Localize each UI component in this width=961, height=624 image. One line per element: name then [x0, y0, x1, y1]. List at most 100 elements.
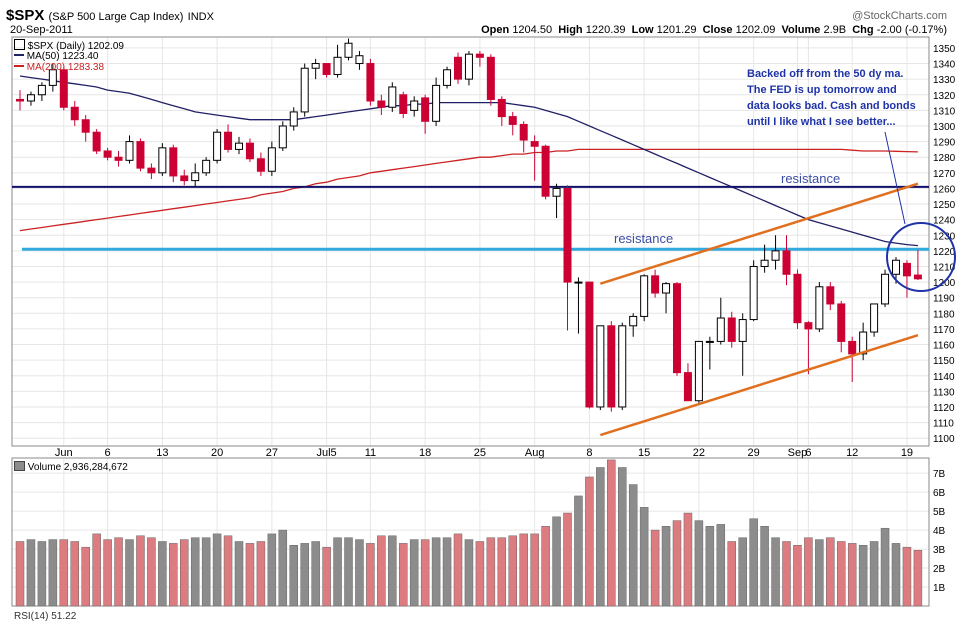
- candle-body: [355, 55, 364, 65]
- ma200-line: [19, 148, 918, 232]
- volume-bar: [377, 535, 386, 607]
- date-tick-label: 12: [846, 447, 858, 459]
- volume-bar: [366, 543, 375, 607]
- candle-body: [224, 131, 233, 150]
- price-tick-label: 1100: [933, 434, 955, 445]
- date-tick-label: 6: [105, 447, 111, 459]
- candle-body: [683, 372, 692, 402]
- volume-bar: [420, 539, 430, 607]
- candle-body: [618, 325, 627, 408]
- candle-body: [377, 100, 386, 108]
- candle-body: [191, 172, 200, 182]
- candle-body: [202, 159, 211, 174]
- date-tick-label: 18: [419, 447, 431, 459]
- price-tick-label: 1240: [933, 216, 956, 227]
- candle-body: [749, 265, 758, 321]
- ma50-legend-icon: [14, 54, 24, 56]
- price-tick-label: 1330: [933, 75, 956, 86]
- resistance-label-upper: resistance: [781, 171, 841, 186]
- volume-bar: [727, 541, 736, 607]
- candle-body: [158, 147, 167, 174]
- volume-bar: [541, 526, 550, 607]
- candle-body: [454, 56, 462, 80]
- resistance-label-lower: resistance: [614, 231, 674, 246]
- volume-bar: [180, 539, 189, 607]
- ma50-path: [19, 75, 918, 247]
- candle-body: [399, 94, 408, 114]
- candle-body: [892, 259, 900, 275]
- candle-body: [59, 69, 68, 108]
- volume-axis-ticks: 1B 2B 3B 4B 5B 6B 7B: [933, 469, 946, 594]
- volume-bar: [399, 543, 408, 607]
- volume-bar: [650, 529, 660, 607]
- volume-bar: [847, 543, 857, 607]
- candle-body: [782, 250, 791, 275]
- date-tick-label: 11: [365, 447, 376, 459]
- volume-bar: [793, 545, 802, 607]
- date-tick-label: Jul5: [317, 447, 337, 459]
- price-tick-label: 1190: [933, 294, 955, 305]
- candle-body: [92, 131, 101, 152]
- volume-bar: [453, 533, 463, 607]
- candle-body: [311, 63, 320, 69]
- candle-body: [881, 273, 890, 305]
- volume-bar: [661, 526, 671, 607]
- candle-body: [837, 303, 846, 342]
- candle-body: [289, 111, 298, 127]
- candlesticks: [16, 38, 922, 412]
- volume-bar: [234, 541, 244, 607]
- volume-bar: [694, 520, 704, 607]
- volume-bar: [26, 539, 36, 607]
- high-value: 1220.39: [585, 24, 626, 36]
- price-tick-label: 1120: [933, 403, 955, 414]
- volume-bar: [869, 541, 879, 607]
- volume-bar: [913, 549, 923, 607]
- candle-body: [256, 158, 265, 172]
- volume-bar: [201, 537, 211, 607]
- candle-body: [180, 175, 189, 182]
- candle-body: [37, 84, 46, 96]
- legend-ma200: MA(200) 1283.38: [14, 62, 104, 73]
- volume-bar: [585, 476, 594, 607]
- volume-bar: [628, 484, 638, 607]
- candle-body: [716, 317, 725, 342]
- volume-bar: [760, 526, 769, 607]
- legend-volume: Volume 2,936,284,672: [14, 461, 128, 473]
- candle-body: [541, 145, 550, 197]
- volume-bar: [771, 537, 780, 607]
- volume-value: 2.9B: [823, 24, 847, 36]
- price-tick-label: 1350: [933, 44, 956, 55]
- volume-bar: [158, 541, 167, 607]
- price-tick-label: 1230: [933, 231, 956, 242]
- volume-bar: [486, 537, 496, 607]
- volume-bar: [212, 533, 222, 607]
- candle-body: [497, 98, 506, 118]
- volume-bar: [388, 535, 397, 607]
- volume-tick-label: 3B: [933, 545, 946, 556]
- candle-body: [245, 142, 254, 160]
- ma200-legend-icon: [14, 65, 24, 67]
- volume-bar: [322, 546, 331, 607]
- volume-bar: [311, 541, 320, 607]
- candle-body: [333, 56, 342, 75]
- volume-tick-label: 4B: [933, 526, 946, 537]
- date-tick-label: 29: [748, 447, 760, 459]
- volume-tick-label: 2B: [933, 564, 946, 575]
- candle-body: [103, 150, 112, 158]
- volume-bar: [223, 535, 233, 607]
- candle-body: [147, 167, 156, 174]
- candle-body: [26, 94, 35, 102]
- price-axis-ticks: 1100 1110 1120 1130 1140 1150 1160 1170 1180 1190…: [933, 44, 956, 445]
- price-tick-label: 1280: [933, 153, 956, 164]
- volume-bar: [431, 537, 441, 607]
- symbol-title: $SPX (S&P 500 Large Cap Index) INDX: [6, 7, 214, 24]
- price-tick-label: 1290: [933, 138, 956, 149]
- price-tick-label: 1320: [933, 91, 956, 102]
- volume-bar: [464, 539, 474, 607]
- volume-bar: [716, 524, 726, 607]
- volume-bar: [125, 539, 134, 607]
- candle-body: [114, 156, 123, 161]
- candle-body: [629, 315, 638, 327]
